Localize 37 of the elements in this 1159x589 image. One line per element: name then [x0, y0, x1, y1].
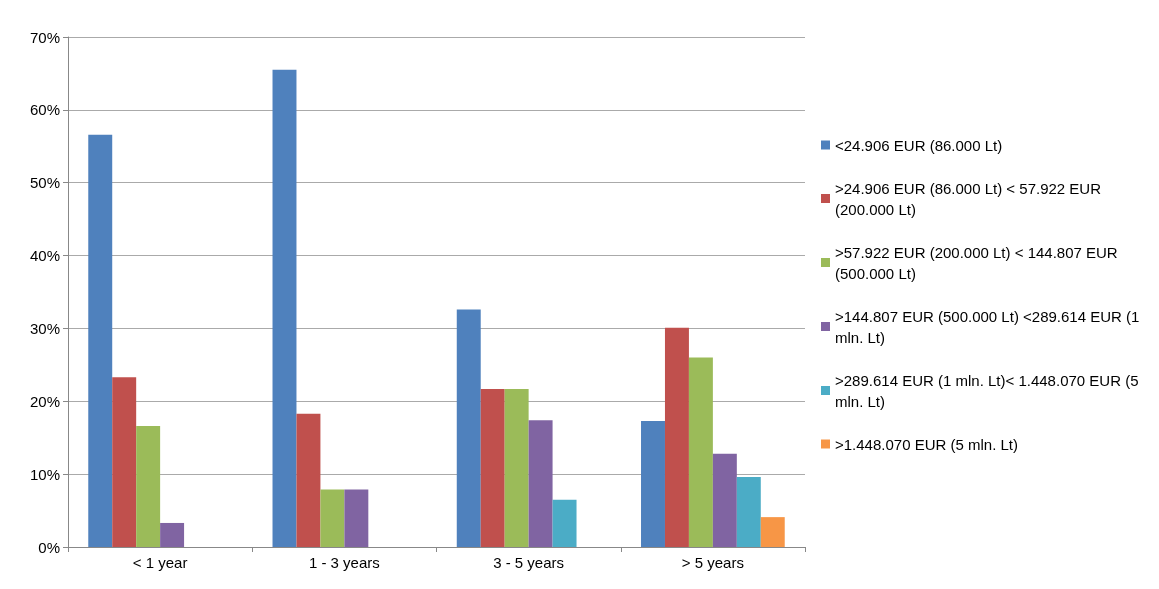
- bar: [456, 309, 481, 547]
- y-tick-label: 70%: [29, 28, 60, 46]
- legend-label: >289.614 EUR (1 mln. Lt)< 1.448.070 EUR (5 mln. Lt): [835, 371, 1143, 410]
- y-tick-label: 50%: [29, 174, 60, 192]
- legend-label: >24.906 EUR (86.000 Lt) < 57.922 EUR (200.000 Lt): [835, 179, 1106, 218]
- y-tick-label: 20%: [29, 392, 60, 410]
- bar: [688, 357, 713, 547]
- y-tick-label: 30%: [29, 319, 60, 337]
- bar: [641, 420, 665, 547]
- bar: [760, 517, 785, 547]
- x-tick-label: 3 - 5 years: [493, 554, 565, 571]
- bar: [136, 426, 161, 547]
- bar: [664, 327, 689, 547]
- bar: [296, 413, 321, 547]
- bar: [320, 489, 345, 547]
- bar: [552, 499, 577, 547]
- x-tick-label: < 1 year: [132, 554, 188, 571]
- bar: [344, 489, 369, 547]
- legend-label: >144.807 EUR (500.000 Lt) <289.614 EUR (1 mln. Lt): [835, 307, 1144, 346]
- bar: [504, 388, 529, 547]
- y-tick-label: 0%: [38, 538, 60, 556]
- y-tick-label: 60%: [29, 101, 60, 119]
- x-tick-label: 1 - 3 years: [308, 554, 380, 571]
- bar: [480, 388, 505, 547]
- legend-label: >1.448.070 EUR (5 mln. Lt): [835, 435, 1019, 453]
- bar: [528, 420, 553, 547]
- x-tick-label: > 5 years: [681, 554, 744, 571]
- legend-label: <24.906 EUR (86.000 Lt): [835, 136, 1003, 154]
- legend-label: >57.922 EUR (200.000 Lt) < 144.807 EUR (500.000 Lt): [835, 243, 1122, 282]
- bar: [88, 134, 113, 547]
- bar: [160, 522, 185, 547]
- y-tick-label: 10%: [29, 465, 60, 483]
- bar: [272, 69, 297, 547]
- bar: [736, 477, 761, 547]
- y-tick-label: 40%: [29, 247, 60, 265]
- bar: [712, 453, 737, 547]
- bar: [112, 377, 137, 547]
